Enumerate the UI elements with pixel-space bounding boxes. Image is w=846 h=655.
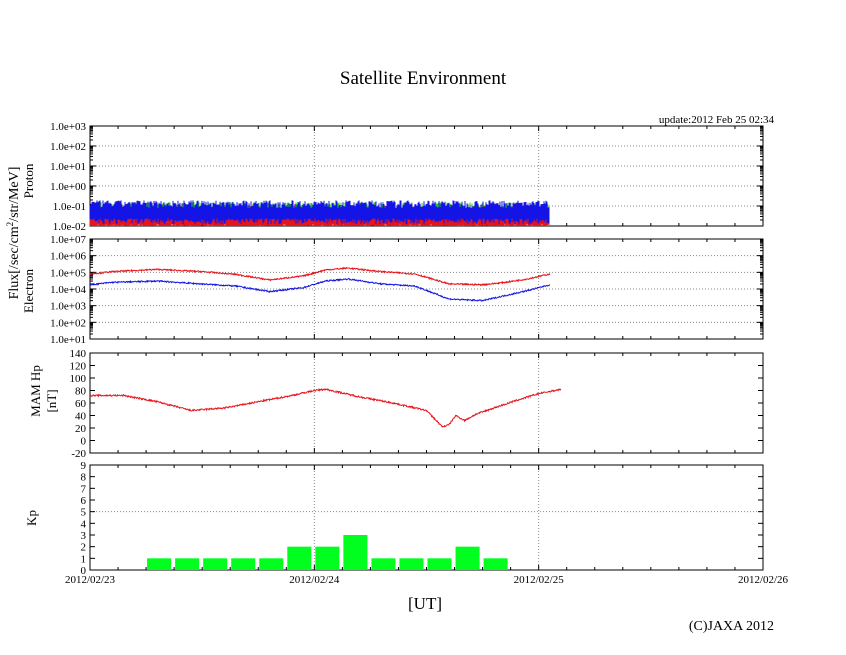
electron-blue-line	[89, 277, 551, 302]
chart-title: Satellite Environment	[339, 68, 507, 89]
proton-ytick-label: 1.0e-01	[53, 201, 86, 213]
proton-blue-line	[89, 200, 550, 225]
kp-bar	[259, 558, 284, 570]
electron-ytick-label: 1.0e+04	[50, 284, 86, 296]
electron-ytick-label: 1.0e+05	[50, 267, 86, 279]
electron-ytick-label: 1.0e+06	[50, 251, 86, 263]
proton-axis-label: Proton	[21, 163, 36, 198]
mam-hp-ytick-label: 20	[75, 423, 87, 435]
x-tick-label: 2012/02/23	[65, 574, 116, 586]
x-tick-label: 2012/02/24	[289, 574, 340, 586]
proton-ytick-label: 1.0e+00	[50, 181, 86, 193]
mam-hp-ytick-label: 120	[70, 361, 87, 373]
mam-hp-line	[89, 387, 562, 428]
x-axis-unit-label: [UT]	[408, 594, 442, 613]
kp-frame	[89, 464, 764, 571]
electron-ytick-label: 1.0e+07	[50, 234, 86, 246]
copyright-notice: (C)JAXA 2012	[688, 619, 774, 634]
electron-axis-label: Electron	[21, 268, 36, 313]
kp-bar	[343, 535, 368, 570]
proton-ytick-label: 1.0e+03	[50, 121, 86, 133]
proton-ytick-label: 1.0e+02	[50, 141, 86, 153]
proton-ytick-label: 1.0e+01	[50, 161, 86, 173]
kp-ytick-label: 8	[81, 472, 87, 484]
proton-blue-series	[89, 200, 550, 225]
kp-ytick-label: 1	[81, 553, 87, 565]
kp-bar	[427, 558, 452, 570]
electron-ytick-label: 1.0e+01	[50, 334, 86, 346]
kp-ytick-label: 7	[81, 483, 87, 495]
kp-bar	[315, 546, 340, 570]
kp-bar	[399, 558, 424, 570]
mam-hp-ytick-label: 100	[70, 373, 87, 385]
kp-ytick-label: 2	[81, 542, 87, 554]
mam-hp-frame	[89, 352, 764, 454]
kp-bar	[371, 558, 396, 570]
kp-ytick-label: 3	[81, 530, 87, 542]
kp-bar	[231, 558, 256, 570]
mam-hp-ytick-label: -20	[71, 448, 86, 460]
electron-red-line	[89, 266, 551, 287]
proton-ytick-label: 1.0e-02	[53, 221, 86, 233]
electron-ytick-label: 1.0e+02	[50, 317, 86, 329]
flux-axis-label: Flux[/sec/cm2/str/MeV]	[5, 167, 22, 300]
kp-ytick-label: 4	[81, 518, 87, 530]
mam-hp-ytick-label: 80	[75, 386, 87, 398]
kp-bar	[147, 558, 172, 570]
kp-bar	[203, 558, 228, 570]
kp-bar	[175, 558, 200, 570]
kp-bar	[287, 546, 312, 570]
kp-bar	[455, 546, 480, 570]
kp-bar	[483, 558, 508, 570]
x-tick-label: 2012/02/26	[738, 574, 789, 586]
kp-ytick-label: 5	[81, 507, 87, 519]
mam-hp-ytick-label: 60	[75, 398, 87, 410]
kp-axis-label: Kp	[24, 510, 39, 526]
mam-hp-ytick-label: 140	[70, 348, 87, 360]
mam-hp-unit-label: [nT]	[44, 389, 59, 412]
x-tick-label: 2012/02/25	[514, 574, 565, 586]
kp-ytick-label: 6	[81, 495, 87, 507]
kp-ytick-label: 0	[81, 565, 87, 577]
mam-hp-axis-label: MAM Hp	[28, 365, 43, 417]
mam-hp-ytick-label: 40	[75, 411, 87, 423]
electron-ytick-label: 1.0e+03	[50, 301, 86, 313]
kp-ytick-label: 9	[81, 460, 87, 472]
mam-hp-ytick-label: 0	[81, 436, 87, 448]
update-timestamp: update:2012 Feb 25 02:34	[658, 114, 774, 126]
